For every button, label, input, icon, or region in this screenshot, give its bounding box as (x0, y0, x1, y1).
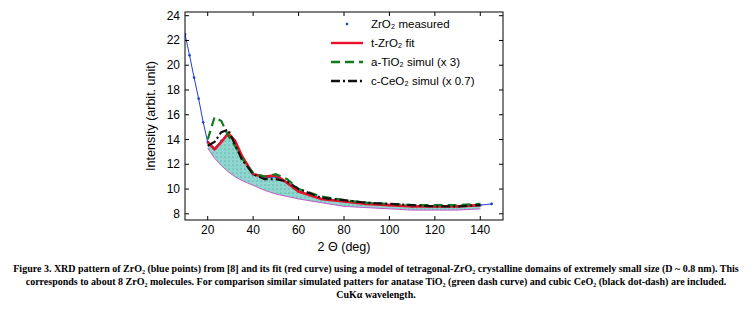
y-tick (499, 139, 503, 140)
y-tick-label: 24 (167, 9, 181, 23)
x-tick-label: 100 (379, 223, 399, 237)
series-line (185, 34, 492, 206)
x-tick (434, 12, 435, 16)
y-tick (185, 213, 189, 214)
data-point (197, 97, 200, 100)
series-line (208, 130, 481, 207)
x-tick (389, 12, 390, 16)
data-point (490, 203, 493, 206)
x-axis-title: 2 Θ (deg) (318, 240, 371, 254)
y-tick-label: 12 (167, 157, 181, 171)
y-tick-label: 14 (167, 133, 181, 147)
legend-label: t-ZrO₂ fit (371, 37, 415, 49)
y-tick-label: 10 (167, 182, 181, 196)
legend-symbol (346, 23, 349, 26)
y-tick (185, 114, 189, 115)
y-tick (499, 189, 503, 190)
x-tick (344, 12, 345, 16)
chart: 8 10 12 14 16 18 20 22 24 20 40 60 80 100 120 140 2 Θ (d… (0, 0, 752, 256)
y-tick-label: 22 (167, 33, 181, 47)
plot-frame (185, 12, 503, 220)
x-tick (207, 216, 208, 220)
legend-symbol (331, 42, 363, 44)
y-tick (185, 189, 189, 190)
x-tick (480, 216, 481, 220)
y-tick (185, 90, 189, 91)
x-tick-label: 120 (425, 223, 445, 237)
data-point (188, 54, 191, 57)
y-tick (185, 65, 189, 66)
x-tick-label: 60 (292, 223, 306, 237)
legend-label: c-CeO₂ simul (x 0.7) (371, 75, 475, 87)
y-tick (499, 90, 503, 91)
legend-label: a-TiO₂ simul (x 3) (371, 56, 460, 68)
y-tick (185, 40, 189, 41)
series-line (208, 117, 481, 205)
data-point (193, 76, 196, 79)
x-tick (253, 12, 254, 16)
legend-symbol (331, 61, 363, 63)
x-tick (207, 12, 208, 16)
y-tick (185, 15, 189, 16)
y-tick (499, 15, 503, 16)
x-tick (298, 12, 299, 16)
y-tick (499, 164, 503, 165)
data-point (202, 121, 205, 124)
x-tick (298, 216, 299, 220)
y-tick-label: 16 (167, 108, 181, 122)
y-tick (499, 114, 503, 115)
legend-label: ZrO₂ measured (371, 18, 450, 30)
x-tick (480, 12, 481, 16)
y-tick (499, 213, 503, 214)
y-tick-label: 8 (173, 207, 180, 221)
y-tick-label: 20 (167, 58, 181, 72)
legend-symbol (331, 80, 363, 82)
y-tick (499, 65, 503, 66)
x-tick (434, 216, 435, 220)
x-tick-label: 140 (470, 223, 490, 237)
x-tick-label: 20 (201, 223, 215, 237)
figure-caption: Figure 3. XRD pattern of ZrO₂ (blue poin… (12, 262, 740, 301)
x-tick (253, 216, 254, 220)
y-tick (499, 40, 503, 41)
y-tick (185, 164, 189, 165)
area-fill (208, 133, 481, 210)
y-axis-title: Intensity (arbit. unit) (144, 61, 158, 171)
y-tick (185, 139, 189, 140)
x-tick-label: 80 (337, 223, 351, 237)
x-tick (389, 216, 390, 220)
x-tick-label: 40 (246, 223, 260, 237)
y-tick-label: 18 (167, 83, 181, 97)
plot-area (185, 33, 493, 210)
x-tick (344, 216, 345, 220)
